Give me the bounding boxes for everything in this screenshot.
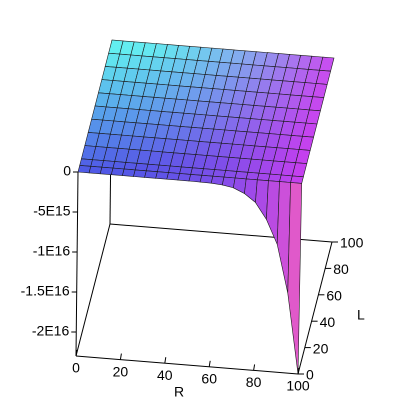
z-tick-label: 0 <box>63 163 71 179</box>
surface-patch <box>212 169 227 178</box>
surface-patch <box>188 174 203 183</box>
surface-patch <box>177 173 192 182</box>
surface-patch <box>88 165 103 175</box>
r-tick-label: 60 <box>201 371 217 387</box>
surface-patch <box>155 171 169 180</box>
surface-patch <box>101 160 116 169</box>
surface-patch <box>110 167 125 176</box>
z-tick-label: -2E16 <box>32 323 70 339</box>
box-edge <box>75 223 111 357</box>
l-tick-label: 60 <box>326 288 342 304</box>
surface-patch <box>199 174 214 184</box>
surface-patch <box>233 177 247 194</box>
r-axis-line <box>75 355 299 375</box>
r-tick <box>164 357 167 364</box>
l-axis-label: L <box>357 307 365 323</box>
r-tick <box>297 367 300 375</box>
surface-patch <box>223 170 238 179</box>
surface-patch <box>157 164 171 173</box>
surface-patch <box>122 168 136 177</box>
surface-patch <box>145 163 160 173</box>
surface-patch <box>90 159 104 168</box>
surface-patch <box>190 167 204 176</box>
surface-patch <box>210 175 225 186</box>
r-tick <box>253 364 256 371</box>
surface-patch <box>168 165 182 174</box>
surface-patch <box>279 174 293 183</box>
r-tick <box>208 360 211 367</box>
l-axis-line <box>297 241 333 375</box>
r-tick <box>75 349 78 357</box>
surface-patch <box>234 171 249 180</box>
z-axis-line <box>75 171 79 357</box>
r-tick-label: 100 <box>286 378 310 394</box>
l-tick-label: 20 <box>313 340 329 356</box>
surface-patch <box>290 175 304 184</box>
surface-patch <box>99 166 114 176</box>
surface-patch <box>133 169 147 178</box>
surface-patch <box>123 162 138 171</box>
z-tick-label: -5E15 <box>33 203 71 219</box>
surface-patch <box>268 173 282 182</box>
r-tick-label: 0 <box>72 360 80 376</box>
surface-patch <box>201 168 215 177</box>
surface-patch <box>221 176 236 189</box>
z-tick-label: -1E16 <box>33 243 71 259</box>
surface-patch <box>244 178 258 203</box>
l-tick-label: 100 <box>340 235 364 251</box>
r-tick-label: 80 <box>246 374 262 390</box>
surface-patch <box>256 172 271 182</box>
surface-patch <box>77 165 92 174</box>
surface-patch <box>287 182 303 375</box>
r-tick-label: 20 <box>113 363 129 379</box>
surface-patch <box>166 172 180 181</box>
surface-patch <box>112 161 127 170</box>
r-tick <box>119 353 122 360</box>
surface-patch <box>245 171 260 181</box>
r-tick-label: 40 <box>157 367 173 383</box>
l-tick-label: 0 <box>306 367 314 383</box>
l-tick-label: 40 <box>320 314 336 330</box>
surface-patch <box>179 166 193 175</box>
l-tick-label: 80 <box>333 261 349 277</box>
surface-patch <box>144 170 158 179</box>
z-tick-label: -1.5E16 <box>21 283 70 299</box>
r-axis-label: R <box>174 384 184 400</box>
surface-patch <box>79 158 93 167</box>
surface <box>77 39 335 375</box>
surface-patch <box>134 162 149 172</box>
